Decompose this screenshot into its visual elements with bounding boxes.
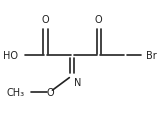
Text: Br: Br [147, 50, 157, 60]
Text: CH₃: CH₃ [6, 87, 24, 97]
Text: O: O [42, 15, 49, 25]
Text: N: N [74, 77, 81, 87]
Text: O: O [95, 15, 103, 25]
Text: O: O [46, 87, 54, 97]
Text: HO: HO [3, 50, 18, 60]
